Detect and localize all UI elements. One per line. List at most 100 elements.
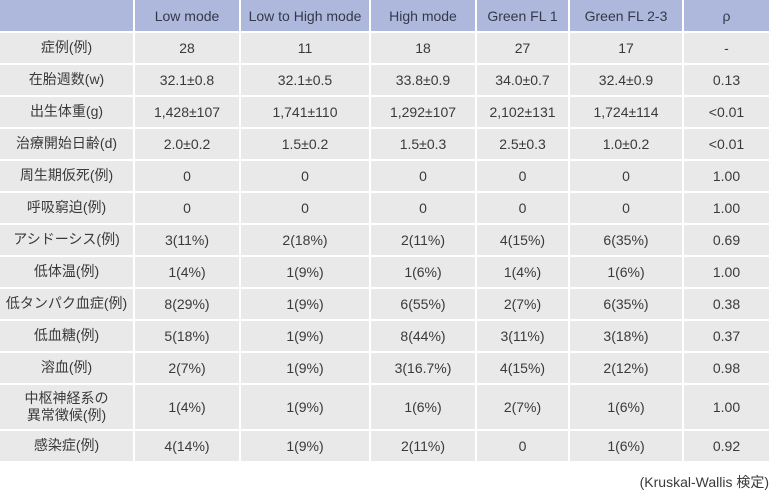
row-label: 溶血(例) — [0, 353, 133, 383]
data-cell: 1(4%) — [135, 385, 239, 429]
data-cell: 1(9%) — [241, 289, 369, 319]
row-label: 周生期仮死(例) — [0, 161, 133, 191]
data-cell: 1.00 — [684, 193, 769, 223]
table-row-infection: 感染症(例) 4(14%) 1(9%) 2(11%) 0 1(6%) 0.92 — [0, 431, 769, 461]
data-cell: 0 — [477, 431, 568, 461]
data-cell: 34.0±0.7 — [477, 65, 568, 95]
data-cell: 0 — [135, 193, 239, 223]
table-row-hypoglycemia: 低血糖(例) 5(18%) 1(9%) 8(44%) 3(11%) 3(18%)… — [0, 321, 769, 351]
data-cell: 2(18%) — [241, 225, 369, 255]
row-label: 呼吸窮迫(例) — [0, 193, 133, 223]
data-cell: 32.1±0.5 — [241, 65, 369, 95]
data-cell: 27 — [477, 33, 568, 63]
data-cell: 1(6%) — [570, 385, 682, 429]
data-cell: 1(9%) — [241, 385, 369, 429]
data-cell: 2(11%) — [371, 431, 475, 461]
col-header-high-mode: High mode — [371, 0, 475, 31]
col-header-p-value: ρ — [684, 0, 769, 31]
table-row-hemolysis: 溶血(例) 2(7%) 1(9%) 3(16.7%) 4(15%) 2(12%)… — [0, 353, 769, 383]
data-cell: 1(4%) — [477, 257, 568, 287]
row-label: 出生体重(g) — [0, 97, 133, 127]
table-row-treatment-start-age: 治療開始日齢(d) 2.0±0.2 1.5±0.2 1.5±0.3 2.5±0.… — [0, 129, 769, 159]
data-cell: 4(15%) — [477, 225, 568, 255]
data-cell: 0.92 — [684, 431, 769, 461]
data-cell: 2(7%) — [477, 385, 568, 429]
data-cell: 0 — [371, 193, 475, 223]
data-cell: 0.69 — [684, 225, 769, 255]
data-cell: 1.00 — [684, 385, 769, 429]
table-row-hypoproteinemia: 低タンパク血症(例) 8(29%) 1(9%) 6(55%) 2(7%) 6(3… — [0, 289, 769, 319]
outcome-statistics-table: Low mode Low to High mode High mode Gree… — [0, 0, 769, 461]
data-cell: 8(29%) — [135, 289, 239, 319]
table-row-birth-weight: 出生体重(g) 1,428±107 1,741±110 1,292±107 2,… — [0, 97, 769, 127]
data-cell: 1.00 — [684, 257, 769, 287]
data-cell: 1,741±110 — [241, 97, 369, 127]
data-cell: 2.5±0.3 — [477, 129, 568, 159]
row-label: 低タンパク血症(例) — [0, 289, 133, 319]
row-label: 感染症(例) — [0, 431, 133, 461]
data-cell: 0.38 — [684, 289, 769, 319]
data-cell: <0.01 — [684, 129, 769, 159]
data-cell: 3(11%) — [135, 225, 239, 255]
data-cell: 3(16.7%) — [371, 353, 475, 383]
data-cell: 1(9%) — [241, 431, 369, 461]
table-row-hypothermia: 低体温(例) 1(4%) 1(9%) 1(6%) 1(4%) 1(6%) 1.0… — [0, 257, 769, 287]
data-cell: 1.5±0.2 — [241, 129, 369, 159]
data-cell: 4(14%) — [135, 431, 239, 461]
data-cell: 32.4±0.9 — [570, 65, 682, 95]
col-header-low-to-high-mode: Low to High mode — [241, 0, 369, 31]
row-label: 在胎週数(w) — [0, 65, 133, 95]
data-cell: 4(15%) — [477, 353, 568, 383]
data-cell: 2.0±0.2 — [135, 129, 239, 159]
data-cell: <0.01 — [684, 97, 769, 127]
data-cell: 1(9%) — [241, 257, 369, 287]
table-row-perinatal-asphyxia: 周生期仮死(例) 0 0 0 0 0 1.00 — [0, 161, 769, 191]
table-row-cases: 症例(例) 28 11 18 27 17 - — [0, 33, 769, 63]
data-cell: 3(11%) — [477, 321, 568, 351]
data-cell: 1,428±107 — [135, 97, 239, 127]
data-cell: 0 — [371, 161, 475, 191]
data-cell: 1(6%) — [570, 431, 682, 461]
data-cell: 1(9%) — [241, 321, 369, 351]
table-body: 症例(例) 28 11 18 27 17 - 在胎週数(w) 32.1±0.8 … — [0, 33, 769, 461]
data-cell: 1(6%) — [371, 385, 475, 429]
data-cell: 3(18%) — [570, 321, 682, 351]
row-label: アシドーシス(例) — [0, 225, 133, 255]
data-cell: 1(6%) — [570, 257, 682, 287]
col-header-green-fl-1: Green FL 1 — [477, 0, 568, 31]
data-cell: 1.0±0.2 — [570, 129, 682, 159]
data-cell: 2,102±131 — [477, 97, 568, 127]
row-label: 症例(例) — [0, 33, 133, 63]
data-cell: 0.98 — [684, 353, 769, 383]
table-row-acidosis: アシドーシス(例) 3(11%) 2(18%) 2(11%) 4(15%) 6(… — [0, 225, 769, 255]
kruskal-wallis-footnote: (Kruskal-Wallis 検定) — [639, 474, 769, 490]
table-row-respiratory-distress: 呼吸窮迫(例) 0 0 0 0 0 1.00 — [0, 193, 769, 223]
data-cell: 0.13 — [684, 65, 769, 95]
data-cell: 0.37 — [684, 321, 769, 351]
data-cell: 2(7%) — [477, 289, 568, 319]
data-cell: 1,724±114 — [570, 97, 682, 127]
data-cell: 5(18%) — [135, 321, 239, 351]
col-header-green-fl-2-3: Green FL 2-3 — [570, 0, 682, 31]
row-label: 治療開始日齢(d) — [0, 129, 133, 159]
data-cell: 17 — [570, 33, 682, 63]
data-cell: 0 — [477, 193, 568, 223]
data-cell: 1(6%) — [371, 257, 475, 287]
data-cell: 1,292±107 — [371, 97, 475, 127]
data-cell: 28 — [135, 33, 239, 63]
data-cell: 6(35%) — [570, 225, 682, 255]
data-cell: - — [684, 33, 769, 63]
col-header-low-mode: Low mode — [135, 0, 239, 31]
data-cell: 0 — [135, 161, 239, 191]
data-cell: 1.00 — [684, 161, 769, 191]
header-row: Low mode Low to High mode High mode Gree… — [0, 0, 769, 31]
data-cell: 2(11%) — [371, 225, 475, 255]
data-cell: 1(9%) — [241, 353, 369, 383]
data-cell: 0 — [570, 161, 682, 191]
data-cell: 32.1±0.8 — [135, 65, 239, 95]
data-cell: 11 — [241, 33, 369, 63]
data-cell: 0 — [570, 193, 682, 223]
data-cell: 0 — [241, 161, 369, 191]
data-cell: 1.5±0.3 — [371, 129, 475, 159]
